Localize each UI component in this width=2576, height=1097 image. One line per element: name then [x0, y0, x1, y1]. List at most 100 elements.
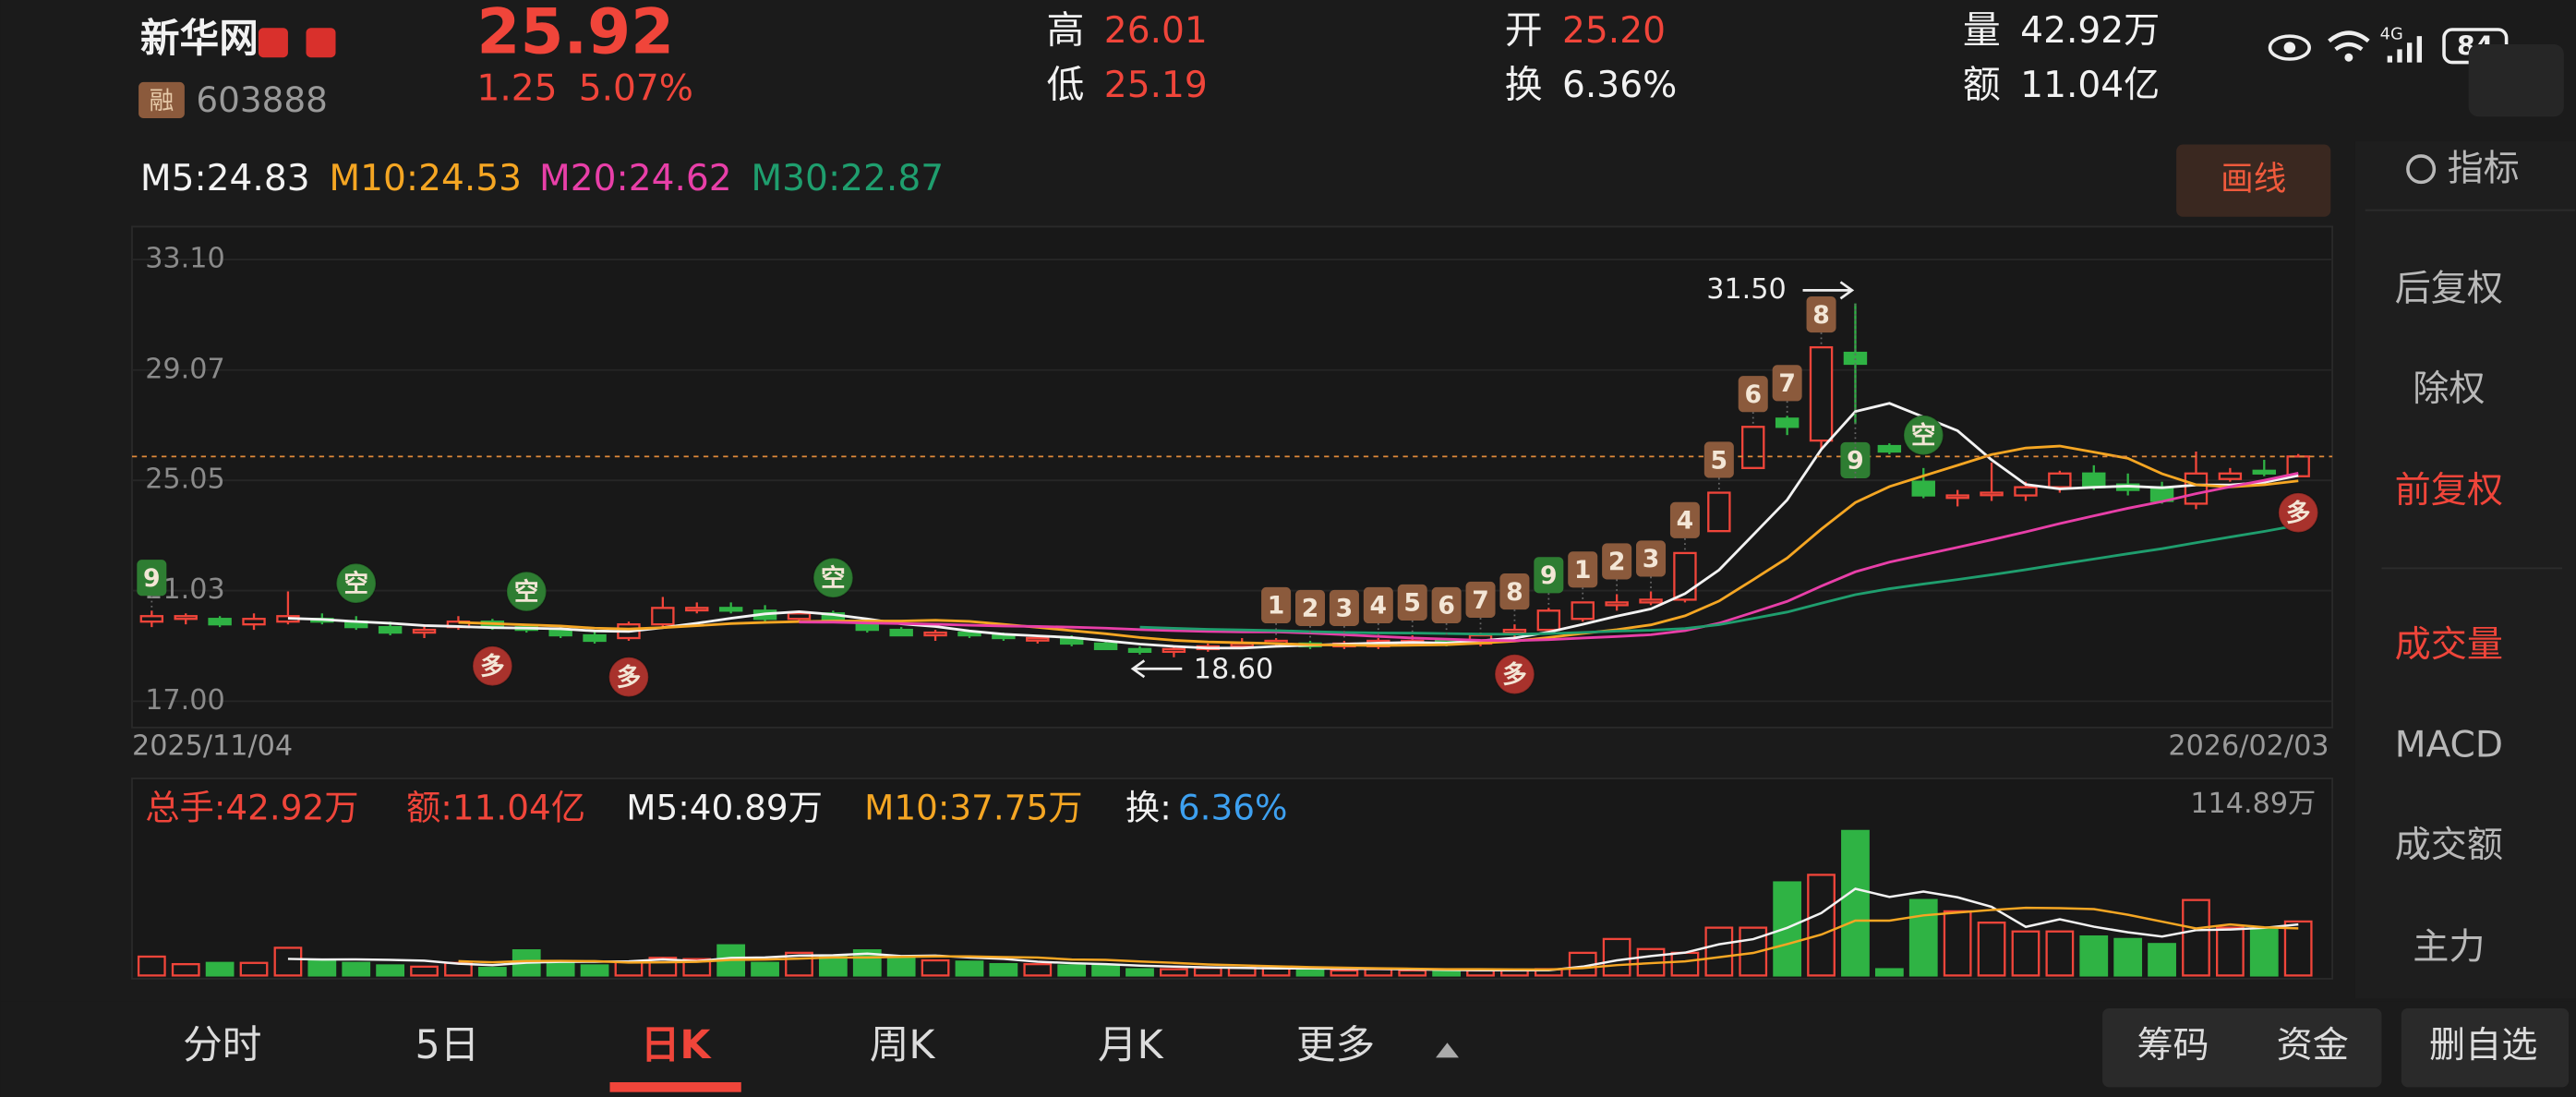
- candle-body: [1502, 628, 1527, 634]
- signal-icon: [2387, 36, 2423, 63]
- label: 低: [1047, 62, 1085, 106]
- volume-bar: [921, 958, 950, 977]
- volume-total: 总手:42.92万: [145, 787, 358, 827]
- change: 1.25: [476, 67, 557, 109]
- ma-line: [799, 471, 2299, 643]
- volume-bar: [989, 962, 1018, 977]
- signal-text: 多: [2286, 499, 2311, 527]
- ma-label: M20:24.62: [539, 158, 732, 199]
- y-tick-label: 17.00: [145, 684, 225, 717]
- tabs: 分时 5日 日K 周K 月K 更多: [183, 1022, 1375, 1092]
- sidebar-item[interactable]: 成交量: [2395, 624, 2503, 666]
- tab[interactable]: 周K: [870, 1022, 936, 1068]
- signal-badge: [813, 557, 854, 598]
- ma-label: M30:22.87: [751, 158, 944, 199]
- sidebar-item[interactable]: 主力: [2413, 926, 2485, 968]
- volume-m10: M10:37.75万: [864, 787, 1082, 827]
- signal-badge: [335, 562, 377, 604]
- volume-bar: [2215, 926, 2245, 977]
- value: 11.04亿: [2020, 65, 2160, 106]
- candle-body: [2184, 472, 2209, 505]
- sidebar-item[interactable]: MACD: [2395, 725, 2503, 766]
- candle-body: [2014, 486, 2038, 497]
- candle-body: [378, 625, 403, 634]
- sidebar: [2354, 140, 2576, 999]
- wifi-icon: [2344, 53, 2353, 62]
- signal-text: 多: [1502, 660, 1527, 689]
- tab[interactable]: 日K: [641, 1022, 713, 1068]
- change-pct: 5.07%: [579, 67, 693, 109]
- value: 6.36%: [1562, 65, 1677, 106]
- volume-max-label: 114.89万: [2190, 788, 2316, 820]
- volume-bar: [273, 946, 303, 977]
- button[interactable]: 筹码: [2137, 1025, 2209, 1067]
- tab[interactable]: 更多: [1296, 1022, 1375, 1068]
- candle-body: [583, 633, 607, 643]
- ma-label: M5:24.83: [140, 158, 310, 199]
- candle-body: [889, 628, 913, 637]
- count-badge: [1738, 376, 1768, 413]
- count-badge: [1568, 551, 1598, 588]
- signal-text: 3: [1643, 545, 1660, 573]
- signal-text: 1: [1268, 592, 1285, 621]
- volume-bar: [614, 960, 644, 977]
- sidebar-item[interactable]: 后复权: [2395, 268, 2503, 309]
- candle-body: [1026, 636, 1050, 642]
- signal-text: 6: [1438, 592, 1455, 621]
- badge-text: 融: [150, 87, 175, 115]
- candle-body: [2218, 472, 2243, 480]
- button-group: [2401, 1007, 2570, 1088]
- volume-bar: [342, 961, 371, 977]
- icon-button[interactable]: [2468, 44, 2564, 117]
- candle-body: [685, 607, 709, 612]
- button[interactable]: 资金: [2277, 1025, 2349, 1067]
- sidebar-item[interactable]: 成交额: [2395, 825, 2503, 866]
- signal-text: 4: [1370, 592, 1388, 621]
- hk-icon: [306, 28, 336, 58]
- signal-text: 3: [1336, 595, 1354, 623]
- low-arrow: [1130, 659, 1183, 679]
- volume-bar: [307, 958, 337, 977]
- sidebar-item[interactable]: 前复权: [2395, 470, 2503, 512]
- stock-name: 新华网: [140, 16, 259, 62]
- candle-body: [923, 631, 947, 637]
- tab[interactable]: 月K: [1098, 1022, 1164, 1068]
- signal-text: 空: [821, 564, 846, 593]
- network-text: 4G: [2380, 24, 2403, 43]
- volume-bar: [205, 961, 235, 977]
- x-end-label: 2026/02/03: [2168, 730, 2329, 763]
- label: 量: [1963, 8, 2001, 53]
- candle-body: [2048, 472, 2072, 488]
- signal-text: 1: [1574, 556, 1592, 585]
- candle-body: [1673, 551, 1697, 601]
- count-badge: [1465, 581, 1496, 619]
- y-tick-label: 33.10: [145, 243, 225, 275]
- turnover-label: 换:: [1125, 787, 1172, 827]
- signal-text: 9: [1847, 447, 1864, 476]
- candle-body: [2252, 469, 2277, 475]
- stock-code: 603888: [196, 79, 328, 120]
- count-badge: [1261, 586, 1292, 624]
- volume-bar: [955, 960, 984, 977]
- candle-body: [787, 612, 812, 621]
- tab[interactable]: 分时: [183, 1022, 261, 1068]
- volume-bar: [2283, 920, 2313, 977]
- volume-bar: [2148, 943, 2176, 977]
- signal-badge: [1494, 653, 1535, 695]
- candle-body: [1945, 494, 1969, 500]
- candle-body: [1162, 647, 1186, 654]
- candle-body: [1707, 491, 1731, 533]
- count-badge: [1806, 295, 1836, 333]
- sidebar-item[interactable]: 除权: [2413, 368, 2485, 410]
- count-badge: [1534, 557, 1564, 594]
- volume-bar: [886, 957, 916, 977]
- volume-bar: [376, 964, 405, 977]
- more-arrow: [1436, 1043, 1459, 1058]
- candle-body: [1877, 444, 1902, 453]
- eye-icon: [2268, 34, 2311, 61]
- count-badge: [1363, 586, 1393, 624]
- tab[interactable]: 5日: [415, 1022, 480, 1068]
- draw-button[interactable]: [2176, 144, 2331, 217]
- volume-bar: [239, 961, 269, 977]
- button[interactable]: 删自选: [2429, 1025, 2537, 1067]
